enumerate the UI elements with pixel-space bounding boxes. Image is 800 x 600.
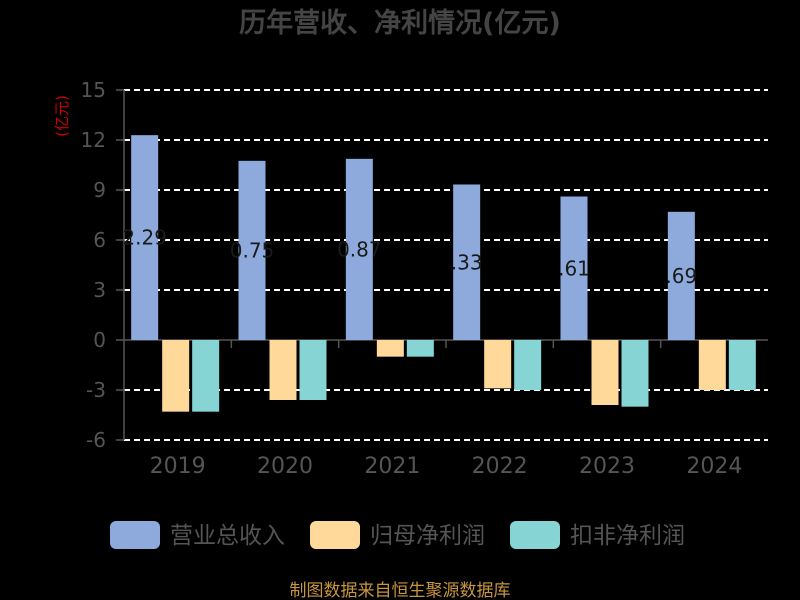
legend-label: 归母净利润 [370, 523, 485, 549]
chart-title: 历年营收、净利情况(亿元) [239, 7, 561, 39]
bar-data-label: .33 [451, 250, 483, 274]
bar-1 [453, 184, 481, 340]
bar-2 [698, 340, 726, 390]
bar-1 [238, 160, 266, 340]
x-tick-label: 2023 [579, 454, 635, 479]
bar-2 [376, 340, 404, 357]
bar-data-label: 0.87 [337, 237, 382, 261]
bar-data-label: .61 [558, 256, 590, 280]
y-tick-label: 0 [93, 328, 106, 352]
y-tick-label: 3 [93, 278, 106, 302]
bar-data-label: 0.75 [230, 238, 275, 262]
y-tick-label: -3 [86, 378, 106, 402]
bars: 2.29 0.75 0.87 .33 .61 .69 [122, 135, 756, 412]
legend-swatch [110, 521, 160, 549]
y-tick-label: 12 [81, 128, 106, 152]
bar-1 [345, 158, 373, 340]
bar-1 [560, 196, 588, 340]
bar-1 [131, 135, 159, 340]
source-note: 制图数据来自恒生聚源数据库 [290, 581, 511, 600]
y-tick-label: -6 [86, 428, 106, 452]
bar-2 [162, 340, 190, 412]
legend-label: 营业总收入 [170, 523, 285, 549]
legend: 营业总收入 归母净利润 扣非净利润 [110, 521, 685, 549]
y-tick-label: 9 [93, 178, 106, 202]
bar-3 [406, 340, 434, 357]
bar-data-label: .69 [665, 264, 697, 288]
bar-3 [514, 340, 542, 390]
x-tick-label: 2020 [257, 454, 313, 479]
x-tick-label: 2022 [472, 454, 528, 479]
bar-data-label: 2.29 [122, 226, 167, 250]
grid [124, 89, 768, 441]
y-tick-label: 6 [93, 228, 106, 252]
bar-2 [269, 340, 297, 400]
y-tick-label: 15 [81, 78, 106, 102]
bar-1 [667, 211, 695, 340]
y-axis-unit: (亿元) [53, 95, 71, 137]
legend-label: 扣非净利润 [570, 523, 685, 549]
bar-3 [621, 340, 649, 407]
x-tick-label: 2019 [150, 454, 206, 479]
legend-swatch [510, 521, 560, 549]
x-tick-label: 2021 [364, 454, 420, 479]
x-axis-ticks: 2019 2020 2021 2022 2023 2024 [150, 454, 743, 479]
bar-3 [728, 340, 756, 390]
bar-2 [484, 340, 512, 389]
bar-3 [192, 340, 220, 412]
bar-2 [591, 340, 619, 405]
legend-swatch [310, 521, 360, 549]
x-tick-label: 2024 [686, 454, 742, 479]
bar-3 [299, 340, 327, 400]
axes: 15 12 9 6 3 0 -3 -6 [81, 78, 768, 452]
